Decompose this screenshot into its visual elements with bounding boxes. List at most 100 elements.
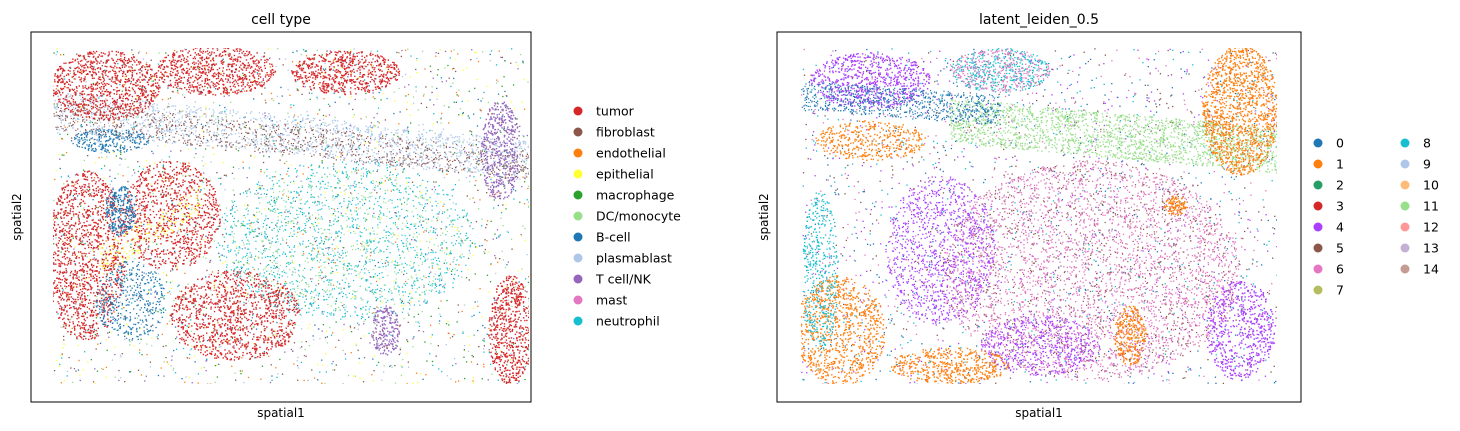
cell-type-point [432,230,435,232]
cell-type-point [109,206,111,208]
cell-type-point [135,121,137,124]
cell-type-point [177,92,179,94]
cell-type-point [328,237,330,239]
cell-type-point [314,240,317,243]
cell-type-point [438,213,440,215]
cell-type-point [395,129,397,132]
cell-type-point [342,141,344,143]
cell-type-point [212,109,214,111]
cell-type-point [332,69,334,71]
cell-type-point [168,84,170,86]
cell-type-point [333,239,335,241]
cell-type-point [473,334,476,337]
cell-type-point [459,140,461,143]
cell-type-point [159,285,161,287]
cell-type-point [127,180,129,183]
cell-type-point [403,157,405,159]
cell-type-point [422,158,424,160]
cell-type-point [153,102,156,105]
cell-type-point [458,138,460,140]
cell-type-point [526,153,528,155]
cell-type-point [471,354,473,357]
cell-type-point [209,130,211,132]
cell-type-point [139,129,141,132]
cell-type-point [527,173,529,175]
cell-type-point [384,119,387,121]
cell-type-point [185,376,187,378]
cell-type-point [104,117,107,120]
cell-type-point [488,349,490,351]
cell-type-point [324,150,326,152]
cell-type-point [170,132,173,134]
cell-type-point [450,151,452,153]
cell-type-point [219,140,222,142]
cell-type-point [469,198,471,200]
cell-type-point [193,115,195,117]
cell-type-point [436,145,439,148]
cell-type-point [158,136,160,139]
cell-type-point [406,148,408,150]
cell-type-point [265,135,267,137]
cell-type-point [118,119,120,121]
cell-type-point [190,330,193,332]
cell-type-point [474,152,476,154]
cell-type-point [309,152,311,155]
cell-type-point [329,173,331,175]
cell-type-point [177,112,179,114]
cell-type-point [63,335,65,338]
cell-type-point [523,203,526,205]
cell-type-point [238,328,240,330]
cell-type-point [407,148,409,150]
cell-type-point [110,112,112,115]
cell-type-point [282,64,284,66]
cell-type-point [432,152,434,154]
cell-type-point [268,202,270,204]
cell-type-point [173,140,175,142]
cell-type-point [63,103,65,105]
cell-type-point [327,124,329,126]
cell-type-point [230,339,232,341]
cell-type-point [80,126,83,128]
cell-type-point [336,132,339,134]
cell-type-point [321,359,323,361]
cell-type-point [391,366,393,369]
cell-type-point [367,150,369,152]
cell-type-point [405,129,407,131]
cell-type-point [177,90,179,92]
cell-type-point [517,170,519,172]
cell-type-point [197,119,199,121]
cell-type-point [59,133,61,135]
cell-type-point [317,379,319,381]
cell-type-point [68,257,70,259]
cell-type-point [342,349,344,352]
cell-type-point [193,106,195,108]
cell-type-point [513,343,515,345]
cell-type-point [121,90,124,92]
cell-type-point [406,101,408,103]
cell-type-point [437,52,440,54]
cell-type-point [154,110,157,112]
cell-type-point [195,112,197,114]
cell-type-point [176,119,178,121]
cell-type-point [440,122,442,124]
cell-type-point [397,264,399,266]
cell-type-point [86,311,88,313]
cell-type-point [87,295,89,297]
cell-type-point [138,225,140,227]
cell-type-point [287,167,290,169]
cell-type-point [298,131,300,133]
cell-type-point [443,262,445,264]
cell-type-point [125,115,127,117]
cell-type-point [151,110,154,112]
cell-type-point [380,338,382,340]
cell-type-point [340,154,342,156]
cell-type-point [189,121,191,124]
cell-type-point [395,143,398,146]
cell-type-point [264,208,266,210]
cell-type-point [438,275,441,277]
cell-type-point [206,359,208,361]
cell-type-point [334,125,336,127]
cell-type-point [297,135,299,138]
cell-type-point [152,107,154,109]
cell-type-point [66,249,68,251]
